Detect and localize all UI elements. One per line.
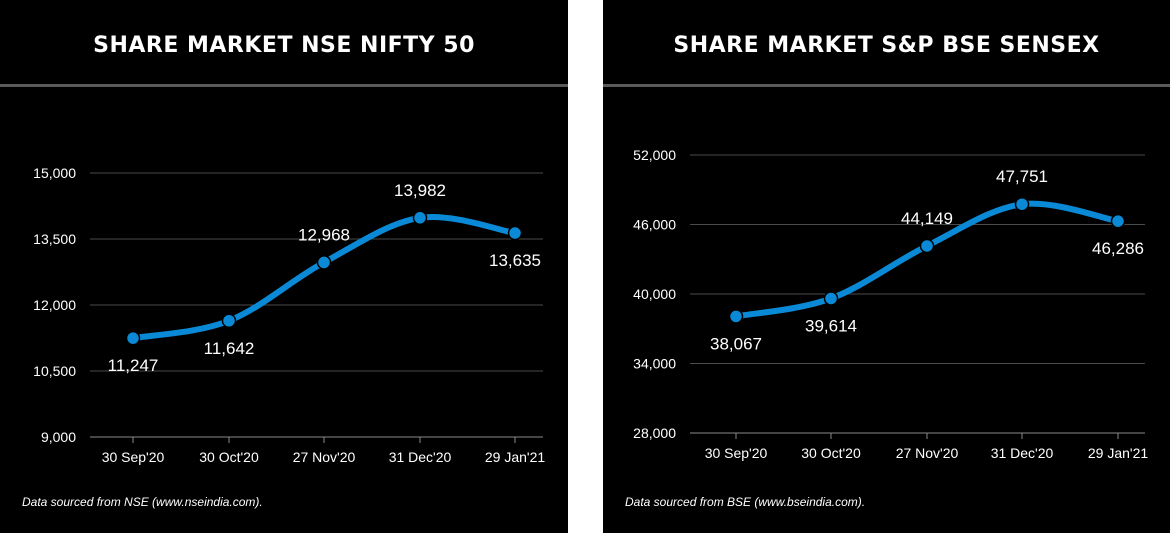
data-point bbox=[728, 309, 744, 324]
sensex-line-chart: 28,000 34,000 40,000 46,000 52,000 30 Sep'20 3… bbox=[633, 147, 1148, 461]
data-point bbox=[919, 238, 935, 254]
sensex-chart-panel: SHARE MARKET S&P BSE SENSEX 28,000 34,000… bbox=[603, 0, 1170, 533]
chart-title: SHARE MARKET NSE NIFTY 50 bbox=[93, 33, 475, 58]
data-label: 38,067 bbox=[710, 334, 762, 353]
y-tick-label: 34,000 bbox=[633, 356, 676, 372]
x-tick-label: 30 Oct'20 bbox=[199, 449, 259, 465]
y-tick-label: 9,000 bbox=[41, 429, 76, 445]
x-tick-label: 27 Nov'20 bbox=[293, 449, 356, 465]
x-tick-label: 30 Sep'20 bbox=[705, 445, 768, 461]
source-note: Data sourced from NSE (www.nseindia.com)… bbox=[22, 495, 263, 509]
data-label: 11,247 bbox=[108, 356, 159, 375]
x-tick-label: 30 Oct'20 bbox=[801, 445, 861, 461]
data-point bbox=[125, 330, 141, 346]
data-label: 47,751 bbox=[996, 167, 1048, 186]
data-label: 44,149 bbox=[901, 209, 953, 228]
data-point bbox=[221, 313, 237, 329]
y-tick-label: 40,000 bbox=[633, 286, 676, 302]
y-tick-label: 13,500 bbox=[33, 231, 76, 247]
x-tick-label: 29 Jan'21 bbox=[1088, 445, 1148, 461]
data-point bbox=[412, 210, 428, 226]
chart-title: SHARE MARKET S&P BSE SENSEX bbox=[673, 33, 1100, 58]
y-tick-label: 46,000 bbox=[633, 217, 676, 233]
y-tick-label: 52,000 bbox=[633, 147, 676, 163]
y-tick-label: 12,000 bbox=[33, 297, 76, 313]
data-label: 11,642 bbox=[204, 339, 255, 358]
x-tick-label: 31 Dec'20 bbox=[389, 449, 452, 465]
title-divider bbox=[603, 84, 1170, 87]
data-label: 39,614 bbox=[805, 316, 857, 335]
data-point bbox=[507, 225, 523, 241]
data-point bbox=[316, 255, 332, 270]
y-tick-label: 28,000 bbox=[633, 425, 676, 441]
y-tick-label: 15,000 bbox=[33, 165, 76, 181]
y-tick-label: 10,500 bbox=[33, 363, 76, 379]
nifty-line-chart: 9,000 10,500 12,000 13,500 15,000 30 Sep'20 30… bbox=[33, 165, 545, 465]
data-label: 13,982 bbox=[394, 181, 446, 200]
x-tick-label: 30 Sep'20 bbox=[102, 449, 165, 465]
source-note: Data sourced from BSE (www.bseindia.com)… bbox=[625, 495, 866, 509]
nifty-chart-panel: SHARE MARKET NSE NIFTY 50 9,000 10,500 12,… bbox=[0, 0, 568, 533]
x-tick-label: 27 Nov'20 bbox=[896, 445, 959, 461]
data-point bbox=[1110, 213, 1126, 229]
data-label: 46,286 bbox=[1092, 239, 1144, 258]
data-label: 12,968 bbox=[298, 225, 350, 244]
x-tick-label: 29 Jan'21 bbox=[485, 449, 545, 465]
x-tick-label: 31 Dec'20 bbox=[991, 445, 1054, 461]
title-divider bbox=[0, 84, 568, 87]
data-point bbox=[823, 291, 839, 306]
data-point bbox=[1014, 196, 1030, 212]
data-label: 13,635 bbox=[489, 251, 541, 270]
